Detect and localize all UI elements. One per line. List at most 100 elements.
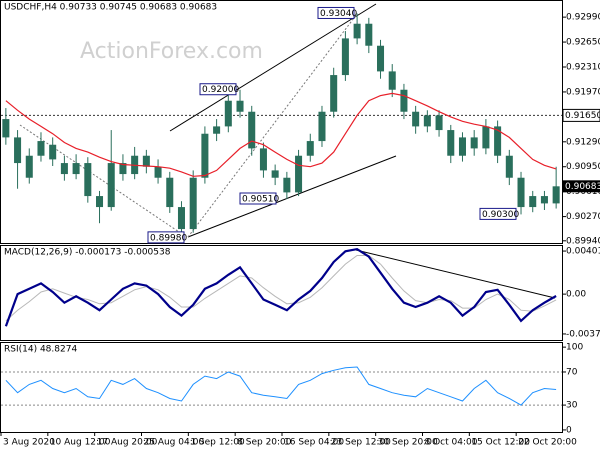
candle-body [470,137,478,149]
candle-body [236,100,244,112]
y-tick-label: 0.91290 [566,137,600,147]
channel-upper [169,3,377,132]
y-tick-label: 0.89940 [566,236,600,246]
candle-body [2,119,10,138]
candle-body [353,23,361,39]
level-label: 0.91650 [565,111,600,121]
annotation-label: 0.92000 [202,85,239,95]
candle-body [318,111,326,142]
candle-body [423,115,431,127]
annotation-label: 0.89980 [150,233,187,243]
y-tick-label: 0.90950 [566,162,600,172]
signal-line [5,255,557,322]
annotation-label: 0.90510 [242,195,279,205]
y-tick-label: 30 [566,401,578,411]
candle-body [107,163,115,208]
macd-trendline [355,249,556,299]
channel-lower [187,155,397,238]
rsi-title: RSI(14) 48.8274 [4,345,77,355]
rsi-line [5,366,557,406]
candle-body [517,177,525,208]
candle-body [49,144,57,160]
candle-body [142,155,150,167]
candle-body [166,177,174,208]
candle-body [37,141,45,156]
candle-body [177,207,185,230]
candle-body [388,71,396,90]
annotation-box [199,83,237,96]
annotation-label: 0.90300 [482,210,519,220]
candle-body [494,126,502,156]
candle-body [224,100,232,127]
y-tick-label: 0.91970 [566,87,600,97]
annotation-box [239,192,277,205]
candle-body [84,163,92,197]
y-tick-label: 70 [566,367,578,377]
candle-body [189,177,197,230]
y-tick-label: 0 [566,425,572,435]
x-tick-label: 3 Aug 2020 [3,438,55,448]
x-tick-label: 22 Oct 20:00 [518,438,577,448]
candle-body [365,23,373,46]
candle-body [271,170,279,178]
candle-body [505,155,513,178]
watermark: ActionForex.com [80,39,263,64]
candle-body [412,111,420,127]
y-tick-label: 0.90270 [566,212,600,222]
candle-body [482,126,490,149]
candle-body [435,115,443,131]
y-tick-label: 0.004018 [566,247,600,257]
y-tick-label: 0.92990 [566,13,600,23]
moving-average [5,92,557,177]
y-tick-label: 0.92650 [566,38,600,48]
candle-body [330,75,338,112]
candle-body [552,186,560,204]
last-price-box [563,180,600,193]
annotation-box [479,207,517,220]
fib-line [19,124,186,237]
x-tick-label: 1 Sep 12:00 [190,438,245,448]
fib-line [187,13,358,238]
candle-body [400,89,408,112]
candle-body [14,137,22,164]
candle-body [306,141,314,156]
macd-pane [0,245,563,341]
candle-body [213,126,221,134]
annotation-box [147,231,185,244]
annotation-box [317,6,355,19]
macd-title: MACD(12,26,9) -0.000173 -0.000538 [4,248,171,258]
x-tick-label: 17 Aug 20:00 [97,438,158,448]
candle-body [529,196,537,208]
candle-body [96,196,104,208]
y-tick-label: 0.00 [566,290,586,300]
x-tick-label: 8 Sep 20:00 [237,438,292,448]
candle-body [248,111,256,149]
x-tick-label: 25 Aug 04:00 [144,438,205,448]
y-tick-label: 0.92310 [566,63,600,73]
level-box [562,108,600,122]
price-title: USDCHF,H4 0.90733 0.90745 0.90683 0.9068… [4,3,217,13]
x-tick-label: 8 Oct 04:00 [425,438,478,448]
candle-body [458,137,466,156]
last-price-label: 0.90683 [565,182,600,192]
x-tick-label: 15 Oct 12:00 [471,438,530,448]
candle-body [25,155,33,178]
x-tick-label: 10 Aug 12:00 [50,438,111,448]
candle-body [295,155,303,193]
macd-line [4,247,557,327]
candle-body [201,133,209,178]
x-tick-label: 23 Sep 12:00 [331,438,391,448]
x-tick-label: 16 Sep 04:00 [284,438,344,448]
candle-body [341,38,349,76]
candle-body [72,163,80,175]
candle-body [259,148,267,171]
annotation-label: 0.93040 [320,9,357,19]
candle-body [377,45,385,72]
rsi-pane [0,342,563,433]
x-tick-label: 30 Sep 20:00 [378,438,438,448]
candle-body [60,163,68,175]
y-tick-label: 100 [566,343,583,353]
candle-body [119,163,127,175]
